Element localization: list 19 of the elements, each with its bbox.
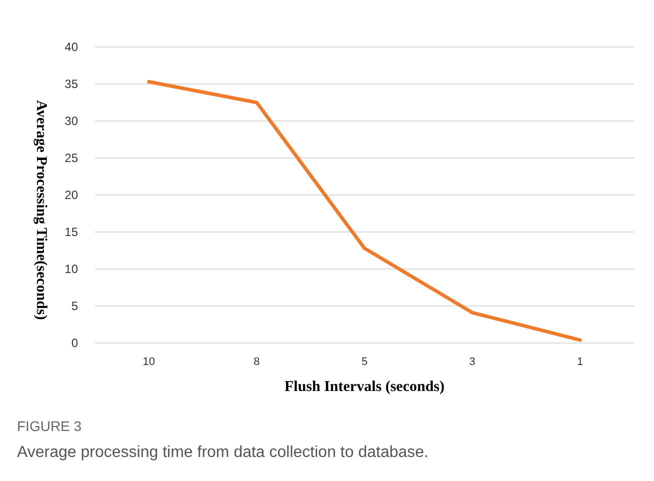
y-tick-label: 20 (64, 188, 78, 202)
y-tick-label: 15 (64, 225, 78, 240)
y-axis-title: Average Processing Time(seconds) (33, 100, 49, 320)
y-tick-label: 40 (64, 40, 78, 54)
text: Average processing time from data collection to database. (17, 444, 428, 461)
line-series (147, 80, 582, 342)
x-tick-label: 10 (142, 356, 156, 368)
x-tick-label: 3 (469, 356, 476, 368)
x-axis-title: Flush Intervals (seconds) (284, 379, 445, 395)
y-tick-label: 30 (64, 114, 78, 128)
caption: FIGURE 3 (17, 418, 82, 434)
x-tick-label: 8 (254, 356, 260, 368)
x-tick-label: 1 (577, 356, 584, 368)
x-tick-label: 5 (361, 356, 368, 368)
y-tick-label: 25 (64, 151, 78, 166)
y-tick-label: 35 (64, 77, 78, 92)
y-tick-label: 0 (71, 336, 78, 350)
y-tick-label: 5 (71, 299, 78, 314)
y-tick-label: 10 (64, 262, 78, 276)
